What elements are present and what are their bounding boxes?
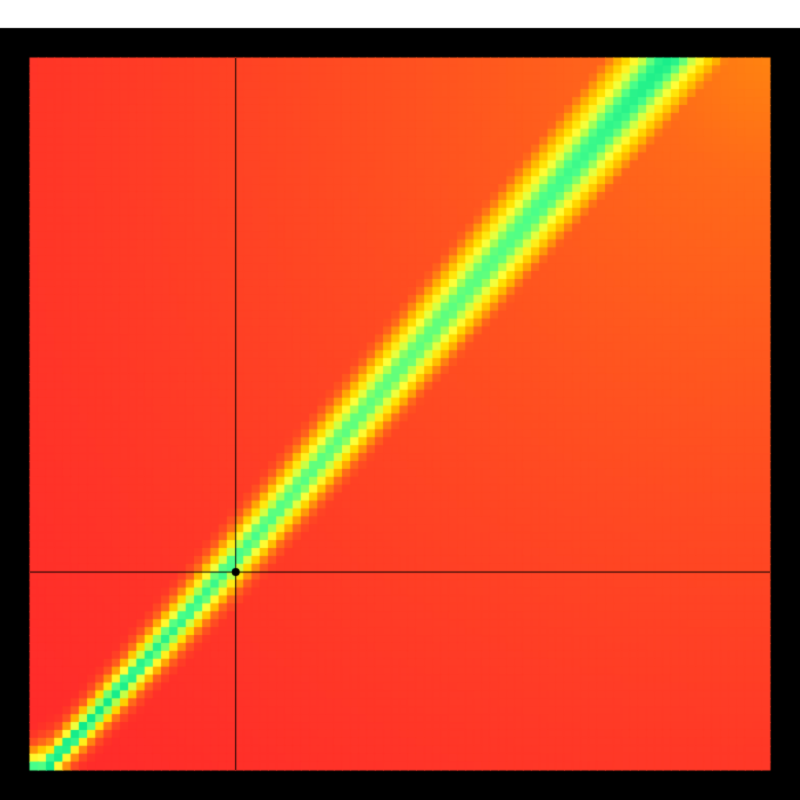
chart-container: TheBottleneck.com [0,0,800,800]
bottleneck-heatmap-canvas [0,0,800,800]
